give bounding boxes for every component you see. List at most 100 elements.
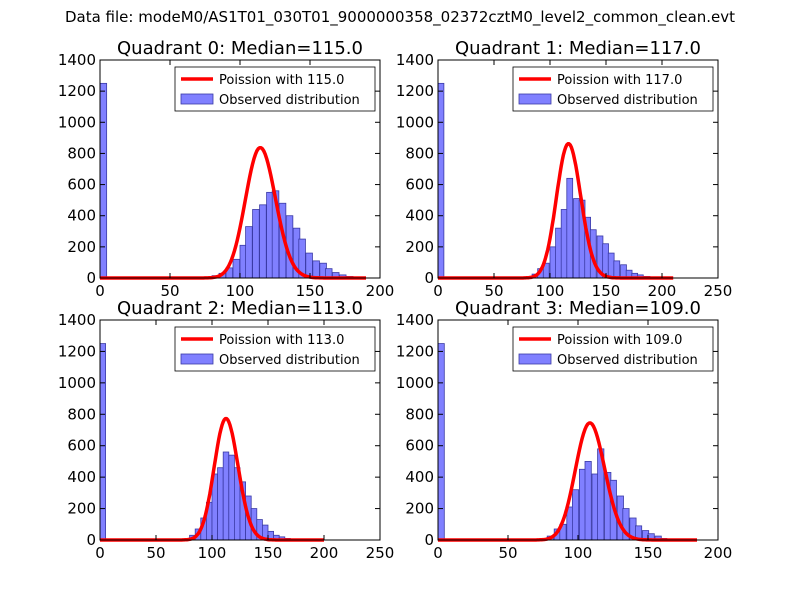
x-tick-label: 100	[564, 544, 593, 562]
y-tick-label: 1000	[396, 113, 434, 131]
legend-entry-poisson: Poission with 113.0	[219, 333, 344, 348]
legend-entry-poisson: Poission with 117.0	[557, 73, 682, 88]
legend-entry-observed: Observed distribution	[557, 93, 698, 108]
subplot-quadrant-1: 0 50 100 150 200 250 0 200 400 600 800 1000 1200 1400…	[396, 38, 733, 300]
x-tick-label: 100	[536, 282, 565, 300]
histogram-bar	[560, 209, 568, 279]
x-tick-label: 250	[366, 544, 395, 562]
y-tick-label: 1200	[58, 82, 96, 100]
y-tick-label: 0	[86, 269, 96, 287]
x-tick-label: 200	[310, 544, 339, 562]
legend-entry-poisson: Poission with 109.0	[557, 333, 682, 348]
y-tick-label: 800	[405, 144, 434, 162]
y-tick-label: 1400	[396, 51, 434, 69]
histogram-bar	[259, 204, 267, 279]
histogram-bar	[99, 343, 106, 541]
x-tick-label: 200	[648, 282, 677, 300]
subplot-title: Quadrant 0: Median=115.0	[117, 38, 363, 59]
legend-bar-swatch	[180, 353, 214, 365]
y-tick-label: 600	[67, 176, 96, 194]
y-tick-label: 400	[405, 468, 434, 486]
histogram-bar	[252, 209, 260, 279]
histogram-bar	[99, 82, 108, 279]
y-tick-label: 400	[67, 207, 96, 225]
x-tick-label: 150	[296, 282, 325, 300]
y-tick-label: 1400	[58, 311, 96, 329]
x-tick-label: 200	[366, 282, 395, 300]
x-tick-label: 50	[146, 544, 165, 562]
x-tick-label: 150	[254, 544, 283, 562]
histogram-bar	[607, 252, 615, 279]
histogram-bar	[613, 260, 621, 279]
histogram-bar	[573, 198, 580, 279]
x-tick-label: 150	[634, 544, 663, 562]
histogram-bar	[437, 82, 445, 279]
y-tick-label: 200	[67, 500, 96, 518]
histogram-bar	[549, 246, 557, 279]
y-tick-label: 600	[67, 437, 96, 455]
legend: Poission with 117.0 Observed distribution	[512, 66, 714, 112]
subplot-title: Quadrant 2: Median=113.0	[117, 298, 363, 319]
legend-entry-poisson: Poission with 115.0	[219, 73, 344, 88]
subplot-quadrant-2: 0 50 100 150 200 250 0 200 400 600 800 1000 1200 1400…	[58, 298, 395, 562]
x-tick-label: 0	[433, 544, 443, 562]
y-tick-label: 1000	[58, 374, 96, 392]
x-tick-label: 50	[484, 282, 503, 300]
subplot-title: Quadrant 3: Median=109.0	[455, 298, 701, 319]
poisson-curve	[99, 145, 367, 280]
histogram-bar	[584, 461, 592, 541]
legend-bar-swatch	[180, 93, 214, 105]
y-tick-label: 1000	[58, 113, 96, 131]
legend-bar-swatch	[518, 93, 552, 105]
y-tick-label: 0	[424, 531, 434, 549]
y-tick-label: 1200	[396, 82, 434, 100]
subplot-title: Quadrant 1: Median=117.0	[455, 38, 701, 59]
y-tick-label: 800	[67, 405, 96, 423]
legend-entry-observed: Observed distribution	[219, 353, 360, 368]
y-tick-label: 400	[67, 468, 96, 486]
histogram-bar	[572, 489, 580, 541]
axes-frame	[99, 319, 381, 541]
y-tick-label: 1200	[396, 342, 434, 360]
histogram-bar	[232, 258, 241, 279]
legend: Poission with 113.0 Observed distribution	[174, 326, 376, 372]
legend-entry-observed: Observed distribution	[557, 353, 698, 368]
y-tick-label: 600	[405, 176, 434, 194]
x-tick-label: 200	[704, 544, 733, 562]
y-tick-label: 200	[405, 500, 434, 518]
y-tick-label: 0	[86, 531, 96, 549]
histogram-bar	[245, 226, 253, 279]
x-tick-label: 150	[592, 282, 621, 300]
x-tick-label: 0	[95, 282, 105, 300]
y-tick-label: 200	[67, 238, 96, 256]
y-tick-label: 800	[405, 405, 434, 423]
x-tick-label: 0	[433, 282, 443, 300]
y-tick-label: 800	[67, 144, 96, 162]
x-tick-label: 50	[498, 544, 517, 562]
histogram-bar	[555, 227, 562, 279]
legend-entry-observed: Observed distribution	[219, 93, 360, 108]
axes-frame	[437, 59, 719, 279]
y-tick-label: 400	[405, 207, 434, 225]
histogram-bar	[222, 451, 230, 541]
x-tick-label: 100	[226, 282, 255, 300]
y-tick-label: 200	[405, 238, 434, 256]
x-tick-label: 100	[198, 544, 227, 562]
histogram-bar	[305, 252, 313, 279]
y-tick-label: 1200	[58, 342, 96, 360]
legend: Poission with 115.0 Observed distribution	[174, 66, 376, 112]
legend: Poission with 109.0 Observed distribution	[512, 326, 714, 372]
x-tick-label: 50	[160, 282, 179, 300]
histogram-bar	[217, 467, 224, 541]
x-tick-label: 250	[704, 282, 733, 300]
y-tick-label: 1400	[396, 311, 434, 329]
y-tick-label: 1400	[58, 51, 96, 69]
histogram-bar	[437, 343, 445, 541]
histogram-bar	[312, 260, 320, 279]
y-tick-label: 600	[405, 437, 434, 455]
subplot-quadrant-3: 0 50 100 150 200 0 200 400 600 800 1000 1200 1400 Qua…	[396, 298, 733, 562]
histogram-bar	[566, 177, 574, 279]
histogram-bar	[620, 264, 627, 279]
figure-title: Data file: modeM0/AS1T01_030T01_90000003…	[64, 8, 736, 26]
